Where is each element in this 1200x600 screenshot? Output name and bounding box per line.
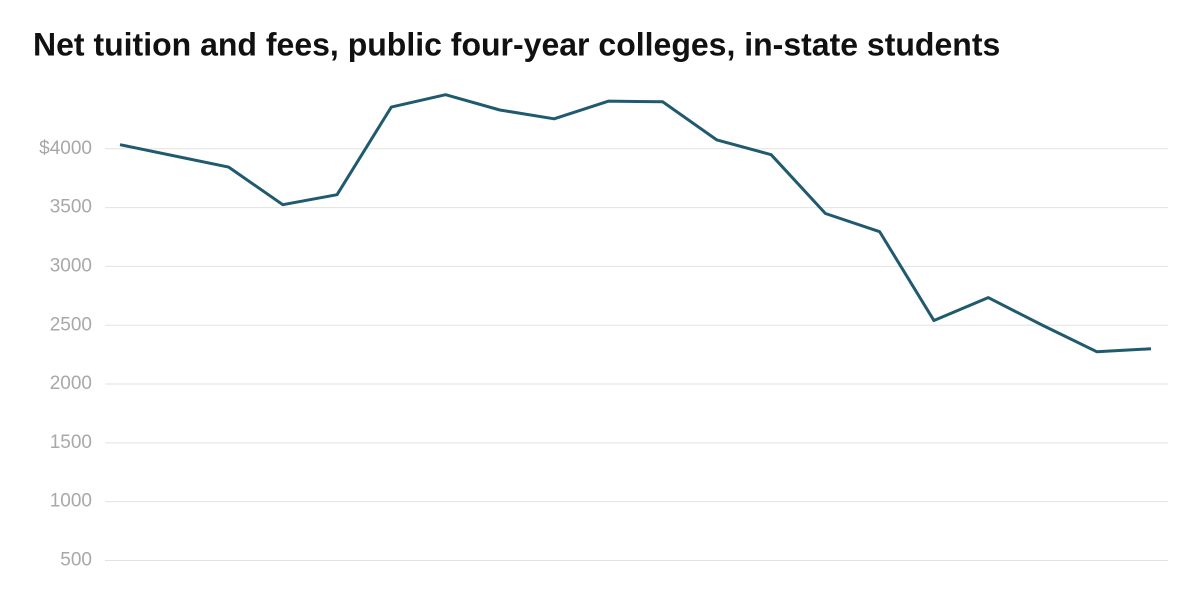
y-tick-label: 3500 bbox=[50, 197, 92, 218]
y-tick-label: 1500 bbox=[50, 432, 92, 453]
y-tick-label: $4000 bbox=[39, 138, 92, 159]
y-tick-label: 500 bbox=[60, 549, 92, 570]
y-tick-label: 1000 bbox=[50, 491, 92, 512]
y-tick-label: 3000 bbox=[50, 255, 92, 276]
data-line bbox=[119, 93, 1152, 354]
y-tick-label: 2000 bbox=[50, 373, 92, 394]
y-tick-label: 2500 bbox=[50, 314, 92, 335]
chart-title: Net tuition and fees, public four-year c… bbox=[33, 26, 1000, 62]
